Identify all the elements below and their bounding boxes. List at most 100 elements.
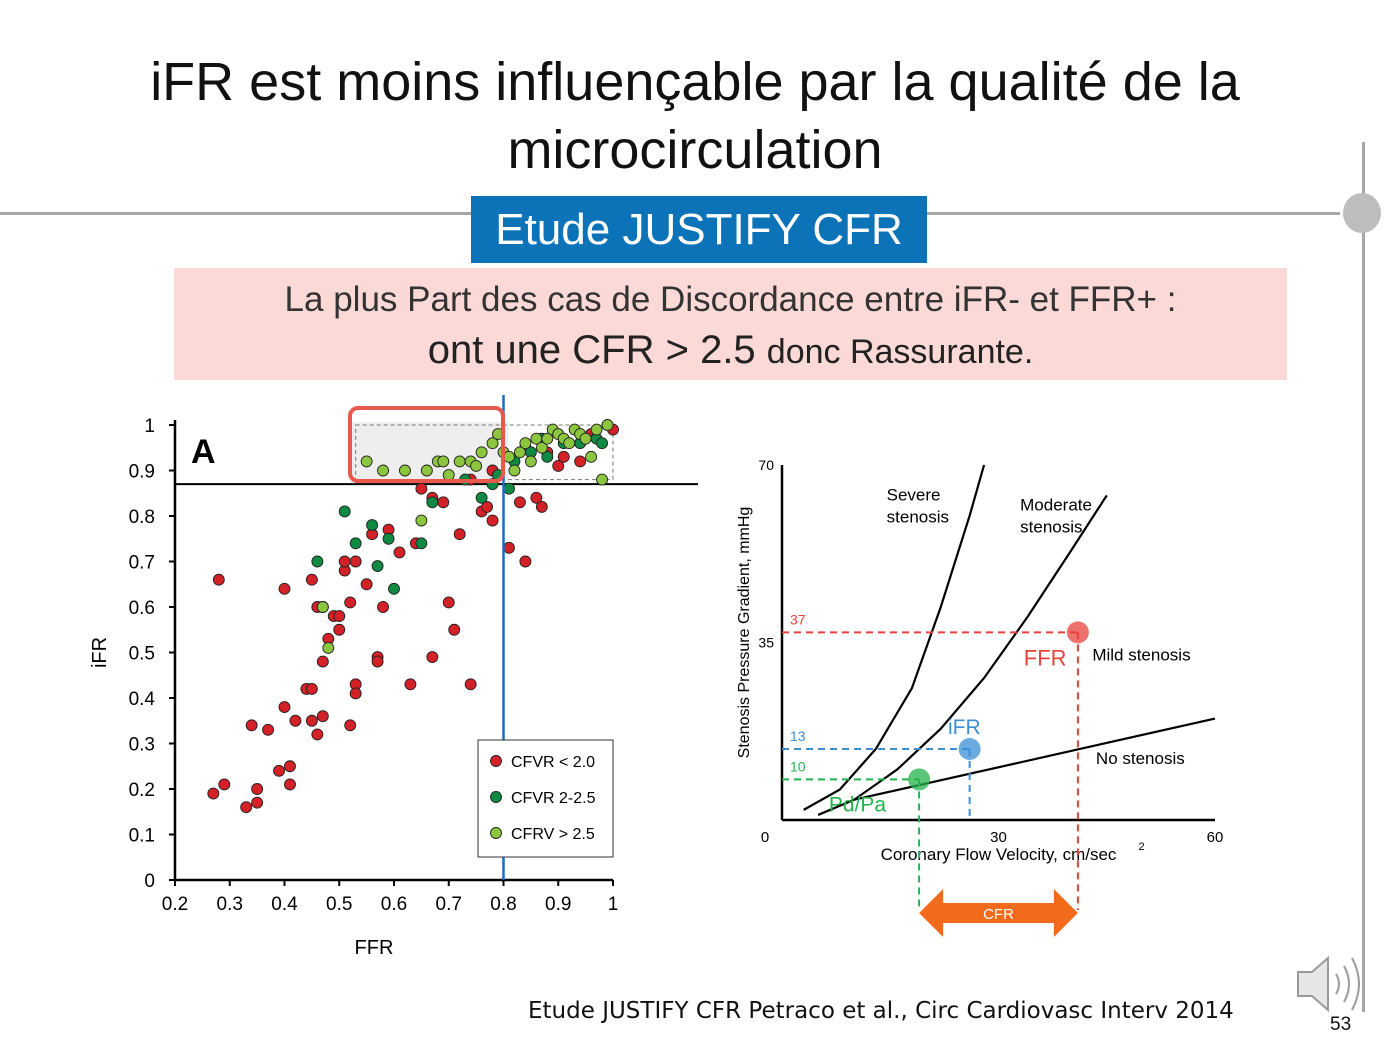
scatter-point-red: [415, 482, 428, 495]
scatter-point-red: [289, 714, 302, 727]
scatter-point-light-green: [360, 455, 373, 468]
scatter-point-light-green: [415, 514, 428, 527]
y-tick-label: 0.9: [129, 462, 155, 483]
scatter-point-red: [305, 573, 318, 586]
study-badge: Etude JUSTIFY CFR: [471, 196, 927, 263]
scatter-point-dark-green: [366, 519, 379, 532]
stenosis-curve: [803, 464, 986, 811]
scatter-point-light-green: [442, 469, 455, 482]
scatter-point-light-green: [475, 446, 488, 459]
x-axis-label: FFR: [355, 937, 394, 959]
scatter-point-light-green: [519, 437, 532, 450]
scatter-point-red: [519, 555, 532, 568]
note-line-2-main: ont une CFR > 2.5: [427, 328, 756, 372]
scatter-point-red: [530, 491, 543, 504]
scatter-point-red: [349, 687, 362, 700]
y-tick-label: 35: [758, 635, 774, 651]
scatter-point-red: [371, 655, 384, 668]
note-line-2-small: donc Rassurante.: [766, 333, 1034, 371]
marker-value-label: 13: [790, 728, 806, 744]
moderate-label-1: Moderate: [1020, 496, 1092, 515]
scatter-point-dark-green: [426, 496, 439, 509]
scatter-point-dark-green: [415, 537, 428, 550]
ifr-label: iFR: [948, 716, 981, 739]
scatter-point-light-green: [453, 455, 466, 468]
scatter-point-dark-green: [338, 505, 351, 518]
page-number: 53: [1330, 1014, 1352, 1035]
scatter-point-light-green: [420, 464, 433, 477]
scatter-point-light-green: [535, 441, 548, 454]
scatter-point-dark-green: [371, 560, 384, 573]
scatter-point-red: [218, 778, 231, 791]
y-tick-label: 70: [758, 457, 774, 473]
scatter-point-red: [557, 450, 570, 463]
scatter-point-red: [535, 500, 548, 513]
citation: Etude JUSTIFY CFR Petraco et al., Circ C…: [528, 998, 1234, 1024]
rule-knob: [1343, 193, 1381, 233]
title-line-2: microcirculation: [507, 120, 883, 180]
scatter-point-red: [333, 610, 346, 623]
y-tick-label: 0.6: [129, 598, 155, 619]
y-axis-label: iFR: [89, 637, 111, 668]
scatter-point-red: [278, 701, 291, 714]
scatter-point-red: [464, 678, 477, 691]
scatter-point-light-green: [541, 432, 554, 445]
scatter-point-red: [574, 455, 587, 468]
scatter-point-red: [316, 655, 329, 668]
scatter-point-red: [278, 582, 291, 595]
marker-value-label: 37: [790, 611, 806, 627]
x-tick-label: 0.6: [381, 894, 407, 915]
scatter-point-red: [503, 541, 515, 554]
scatter-point-red: [207, 787, 220, 800]
scatter-point-red: [344, 596, 357, 609]
scatter-point-dark-green: [541, 450, 554, 463]
x-tick-label: 30: [990, 829, 1007, 846]
scatter-point-light-green: [437, 455, 450, 468]
legend: CFVR < 2.0 CFVR 2-2.5 CFRV > 2.5: [477, 739, 614, 858]
marker-ffr: [1066, 621, 1089, 644]
speaker-icon[interactable]: [1292, 950, 1372, 1020]
note-line-1: La plus Part des cas de Discordance entr…: [284, 280, 1177, 319]
scatter-point-light-green: [486, 437, 499, 450]
x-axis-label-superscript: 2: [1139, 841, 1145, 853]
scatter-point-red: [404, 678, 417, 691]
scatter-point-red: [251, 796, 264, 809]
y-axis-label: Stenosis Pressure Gradient, mmHg: [736, 507, 753, 759]
scatter-point-red: [240, 801, 253, 814]
scatter-point-red: [305, 714, 318, 727]
legend-label: CFVR < 2.0: [511, 754, 595, 771]
scatter-point-red: [437, 496, 450, 509]
marker-pd-pa: [908, 768, 931, 791]
ffr-label: FFR: [1024, 645, 1067, 670]
scatter-point-red: [552, 459, 565, 472]
scatter-point-dark-green: [349, 537, 362, 550]
scatter-point-red: [349, 555, 362, 568]
no-stenosis-label: No stenosis: [1096, 749, 1185, 768]
legend-marker: [490, 755, 502, 767]
scatter-point-light-green: [585, 450, 598, 463]
x-tick-label: 0.3: [217, 894, 243, 915]
scatter-point-red: [273, 764, 285, 777]
highlight-box: [348, 406, 505, 483]
x-tick-label: 0: [761, 829, 769, 846]
scatter-point-red: [245, 719, 258, 732]
scatter-point-light-green: [596, 473, 608, 486]
note-line-2: ont une CFR > 2.5 donc Rassurante.: [174, 328, 1287, 373]
y-tick-label: 0.8: [129, 507, 155, 528]
marker-ifr: [958, 738, 981, 760]
scatter-point-red: [305, 682, 318, 695]
severe-label-1: Severe: [887, 486, 941, 505]
y-tick-label: 0.4: [129, 689, 156, 710]
legend-label: CFVR 2-2.5: [511, 790, 596, 807]
severe-label-2: stenosis: [887, 508, 949, 527]
scatter-point-light-green: [563, 437, 576, 450]
scatter-point-red: [486, 514, 499, 527]
scatter-point-red: [481, 500, 494, 513]
scatter-point-light-green: [579, 432, 592, 445]
scatter-point-light-green: [470, 459, 483, 472]
pressure-flow-diagram: 0 30 60 35 70 Coronary Flow Velocity, cm/sec 2…: [736, 457, 1223, 937]
scatter-point-red: [360, 578, 373, 591]
title-line-1: iFR est moins influençable par la qualit…: [150, 52, 1240, 112]
moderate-label-2: stenosis: [1020, 518, 1082, 537]
scatter-point-light-green: [322, 641, 335, 654]
